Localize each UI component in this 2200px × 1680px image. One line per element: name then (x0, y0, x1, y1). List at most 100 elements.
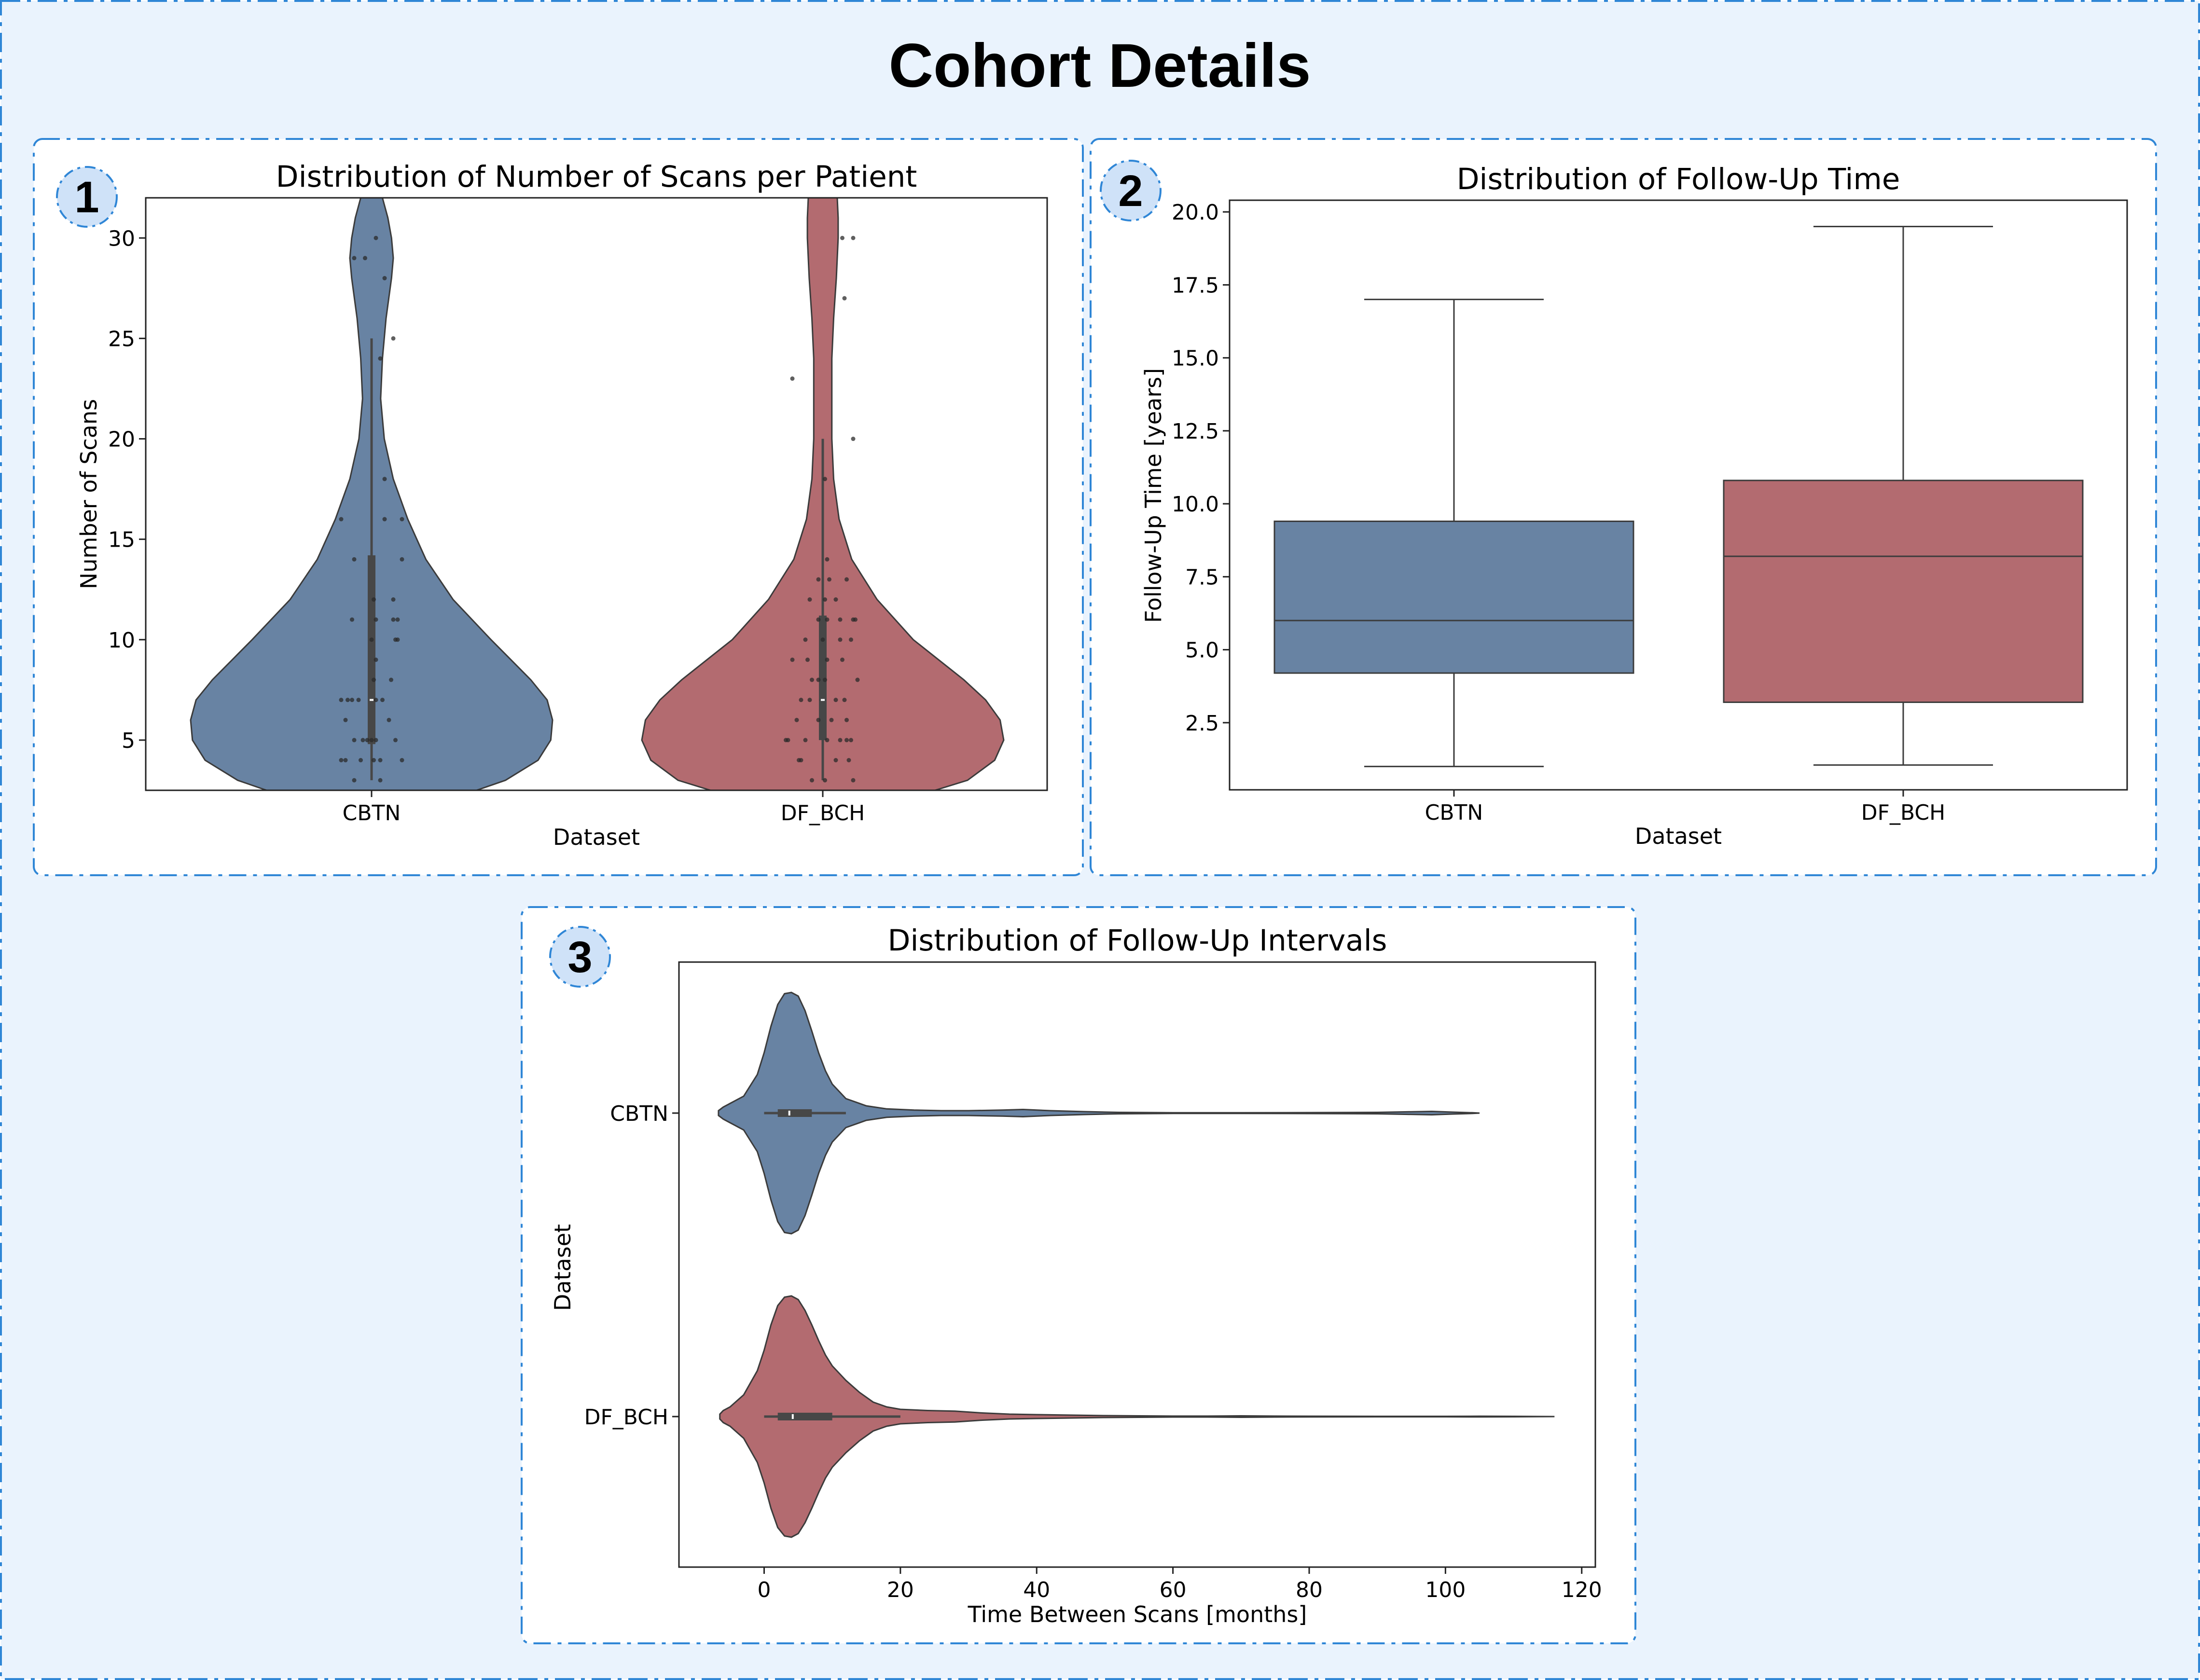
data-point (352, 778, 357, 783)
x-tick-label: 20 (887, 1578, 914, 1602)
data-point (842, 296, 847, 301)
data-point (387, 717, 391, 722)
data-point (799, 698, 803, 702)
data-point (378, 758, 383, 763)
x-tick-label: 0 (757, 1578, 771, 1602)
box-cbtn (1273, 299, 1634, 768)
data-point (810, 778, 814, 783)
data-point (786, 738, 790, 743)
data-point (829, 717, 834, 722)
data-point (807, 698, 812, 702)
data-point (363, 256, 367, 261)
violin-group (190, 198, 1005, 790)
iqr-box (819, 615, 827, 740)
plot-frame (1229, 199, 2128, 791)
data-point (339, 517, 344, 522)
y-tick-label: 25 (108, 327, 135, 351)
data-point (844, 717, 849, 722)
data-point (823, 778, 827, 783)
data-point (807, 597, 812, 602)
data-point (851, 235, 856, 240)
data-point (378, 356, 383, 361)
data-point (374, 738, 378, 743)
y-tick-label: 20.0 (1172, 200, 1219, 225)
data-point (400, 758, 404, 763)
x-axis-label: Dataset (1635, 823, 1722, 849)
y-tick-label: 10.0 (1172, 492, 1219, 517)
x-tick-label: 80 (1296, 1578, 1323, 1602)
data-point (382, 276, 387, 281)
data-point (374, 235, 378, 240)
data-point (823, 477, 827, 482)
data-point (851, 778, 856, 783)
data-point (825, 617, 830, 622)
x-tick-label: DF_BCH (781, 801, 865, 826)
data-point (395, 617, 400, 622)
data-point (352, 738, 357, 743)
chart-title: Distribution of Number of Scans per Pati… (276, 160, 917, 194)
data-point (803, 738, 808, 743)
data-point (393, 637, 398, 642)
x-tick-label: 60 (1160, 1578, 1187, 1602)
data-point (846, 758, 851, 763)
data-point (400, 557, 404, 562)
data-point (816, 717, 821, 722)
data-point (805, 657, 810, 662)
box-df_bch (1723, 225, 2084, 766)
data-point (339, 758, 344, 763)
violin-body (718, 991, 1480, 1235)
x-tick-label: 40 (1023, 1578, 1050, 1602)
data-point (343, 758, 348, 763)
data-point (827, 577, 831, 582)
data-point (369, 637, 374, 642)
data-point (838, 637, 843, 642)
data-point (820, 637, 825, 642)
chart-title: Distribution of Follow-Up Intervals (888, 923, 1387, 958)
plot-frame (145, 197, 1048, 791)
data-point (372, 677, 376, 682)
data-point (400, 517, 404, 522)
chart-title: Distribution of Follow-Up Time (1457, 162, 1900, 196)
data-point (833, 698, 838, 702)
data-point (374, 698, 378, 702)
plot-area: 0 20 40 60 80 100 120 CBTN DF_BCH (584, 961, 1602, 1602)
data-point (352, 256, 357, 261)
data-point (842, 698, 847, 702)
data-point (343, 717, 348, 722)
data-point (352, 557, 357, 562)
panel-badge-number: 2 (1118, 166, 1143, 216)
data-point (823, 597, 827, 602)
data-point (840, 235, 844, 240)
data-point (350, 617, 354, 622)
data-point (391, 336, 396, 341)
data-point (380, 698, 385, 702)
data-point (851, 437, 856, 441)
data-point (350, 698, 354, 702)
panel-badge-number: 1 (74, 173, 99, 222)
y-axis-label: Number of Scans (76, 399, 102, 589)
data-point (374, 617, 378, 622)
data-point (794, 717, 799, 722)
data-point (382, 477, 387, 482)
x-tick-label: 100 (1425, 1578, 1466, 1602)
panel-badge (549, 926, 611, 988)
data-point (816, 577, 821, 582)
panel-frame (521, 906, 1636, 1644)
violin-body (719, 1295, 1555, 1538)
y-tick-label: 20 (108, 427, 135, 452)
data-point (825, 657, 830, 662)
x-tick-label: DF_BCH (1861, 800, 1945, 825)
data-point (816, 617, 821, 622)
data-point (825, 738, 830, 743)
iqr-box (368, 555, 375, 744)
y-tick-label: 5.0 (1185, 638, 1219, 663)
iqr-box (1723, 480, 2084, 703)
data-point (790, 376, 795, 381)
y-tick-label: 15 (108, 528, 135, 552)
data-point (838, 617, 843, 622)
data-point (825, 557, 830, 562)
x-tick-label: CBTN (1425, 800, 1483, 825)
y-tick-label: 5 (122, 729, 135, 753)
y-tick-label: DF_BCH (584, 1405, 668, 1430)
